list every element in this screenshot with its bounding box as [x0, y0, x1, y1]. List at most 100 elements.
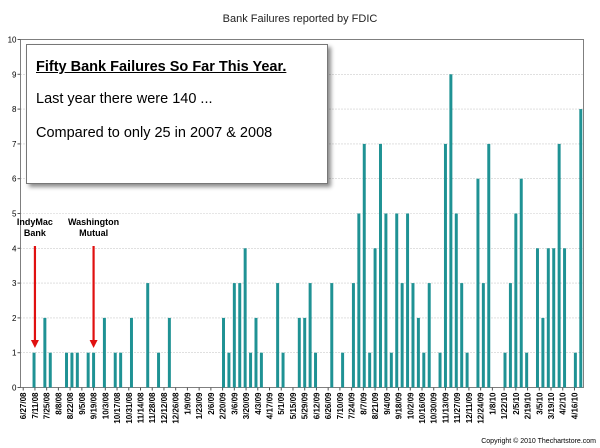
bar [454, 213, 458, 388]
x-tick-label: 2/5/10 [512, 392, 521, 415]
bar [546, 248, 550, 388]
bar [422, 352, 426, 388]
bar [75, 352, 79, 388]
bar [465, 352, 469, 388]
x-tick-label: 6/27/08 [19, 392, 28, 419]
bar [503, 352, 507, 388]
bar [254, 317, 258, 388]
bar [481, 283, 485, 388]
bar [525, 352, 529, 388]
summary-line-last-year: Last year there were 140 ... [36, 91, 213, 107]
bar [351, 283, 355, 388]
bar [86, 352, 90, 388]
x-tick-label: 3/5/10 [535, 392, 544, 415]
bar [373, 248, 377, 388]
annotation-label: Washington [68, 217, 119, 227]
x-tick-label: 7/11/08 [31, 392, 40, 419]
copyright-text: Copyright © 2010 Thechartstore.com [481, 437, 596, 445]
x-tick-label: 7/25/08 [43, 392, 52, 419]
x-tick-label: 10/16/09 [418, 392, 427, 424]
x-tick-label: 3/6/09 [230, 392, 239, 415]
x-tick-label: 9/5/08 [78, 392, 87, 415]
bar [400, 283, 404, 388]
bar [573, 352, 577, 388]
x-tick-label: 11/27/09 [453, 392, 462, 423]
bar [314, 352, 318, 388]
bar [443, 143, 447, 388]
bar [238, 283, 242, 388]
x-tick-label: 12/11/09 [465, 392, 474, 423]
x-tick-label: 6/26/09 [324, 392, 333, 419]
x-tick-label: 8/22/08 [66, 392, 75, 419]
x-tick-label: 3/19/10 [547, 392, 556, 419]
chart-title: Bank Failures reported by FDIC [223, 13, 378, 25]
x-tick-label: 3/20/09 [242, 392, 251, 419]
x-tick-label: 4/2/10 [559, 392, 568, 415]
bar [508, 283, 512, 388]
x-tick-label: 11/13/09 [441, 392, 450, 423]
annotation-label: IndyMac [17, 217, 53, 227]
bar [541, 317, 545, 388]
x-tick-label: 4/16/10 [570, 392, 579, 419]
bar [113, 352, 117, 388]
x-tick-label: 12/26/08 [172, 392, 181, 424]
bar [281, 352, 285, 388]
bar [411, 283, 415, 388]
bar [157, 352, 161, 388]
bar [438, 352, 442, 388]
bar [167, 317, 171, 388]
bar [119, 352, 123, 388]
bar [249, 352, 253, 388]
bar [32, 352, 36, 388]
x-tick-label: 10/2/09 [406, 392, 415, 419]
bar [379, 143, 382, 388]
y-tick-label: 2 [12, 314, 17, 323]
bar [146, 283, 150, 388]
bar [535, 248, 539, 388]
bar [384, 213, 388, 388]
x-tick-label: 2/6/09 [207, 392, 216, 415]
x-tick-label: 5/1/09 [277, 392, 286, 415]
x-tick-label: 9/4/09 [383, 392, 392, 415]
bar [227, 352, 231, 388]
bar [65, 352, 69, 388]
x-tick-label: 7/10/09 [336, 392, 345, 419]
bar [406, 213, 410, 388]
bar [232, 283, 236, 388]
bar [48, 352, 52, 388]
x-tick-label: 7/24/09 [348, 392, 357, 419]
x-tick-label: 12/12/08 [160, 392, 169, 424]
bar [341, 352, 345, 388]
x-tick-label: 12/24/09 [477, 392, 486, 424]
y-tick-label: 4 [12, 244, 17, 253]
x-tick-label: 10/31/08 [125, 392, 134, 424]
bar [552, 248, 556, 388]
bar [129, 317, 133, 388]
bar [416, 317, 420, 388]
x-tick-label: 2/19/10 [524, 392, 533, 419]
bar [563, 248, 567, 388]
x-tick-label: 8/8/08 [54, 392, 63, 415]
summary-headline: Fifty Bank Failures So Far This Year. [36, 59, 287, 75]
bar [276, 283, 280, 388]
bar [259, 352, 263, 388]
y-tick-label: 3 [12, 279, 17, 288]
bar [519, 178, 523, 388]
x-tick-label: 1/23/09 [195, 392, 204, 419]
x-tick-label: 9/19/08 [90, 392, 99, 419]
x-tick-label: 1/22/10 [500, 392, 509, 419]
x-tick-label: 11/28/08 [148, 392, 157, 423]
x-tick-label: 2/20/09 [219, 392, 228, 419]
bar [92, 352, 96, 388]
bar [362, 143, 366, 388]
bar [222, 317, 225, 388]
x-tick-label: 8/21/09 [371, 392, 380, 419]
bar [297, 317, 301, 388]
bar [243, 248, 247, 388]
annotation-label: Bank [24, 228, 47, 238]
x-tick-label: 9/18/09 [395, 392, 404, 419]
bar [514, 213, 518, 388]
bar [368, 352, 372, 388]
x-tick-label: 5/29/09 [301, 392, 310, 419]
